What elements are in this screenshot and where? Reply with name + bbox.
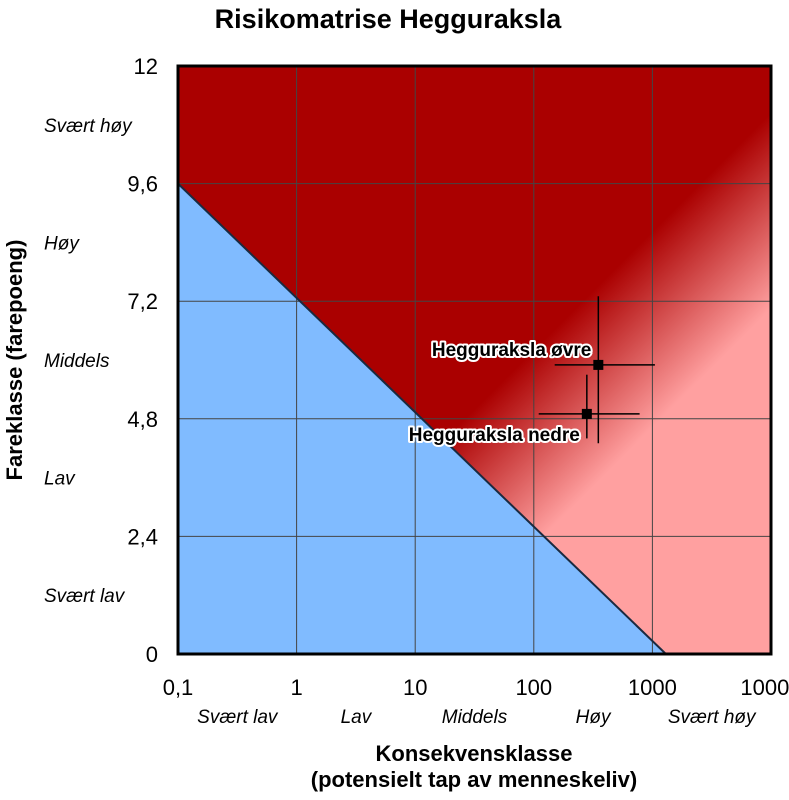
y-tick-label: 9,6 xyxy=(127,172,158,197)
data-point-label: Hegguraksla øvre xyxy=(432,340,591,361)
chart-title: Risikomatrise Hegguraksla xyxy=(215,4,563,34)
x-tick-label: 0,1 xyxy=(163,675,194,700)
plot-frame xyxy=(176,64,773,656)
x-tick-labels: 0,1 1 10 100 1000 10000 xyxy=(163,675,789,700)
data-point-label: Hegguraksla nedre xyxy=(409,425,580,446)
data-point-marker xyxy=(593,359,604,370)
y-category-label: Lav xyxy=(44,469,76,490)
x-axis-label-line2: (potensielt tap av menneskeliv) xyxy=(311,767,637,792)
y-category-label: Middels xyxy=(44,351,110,372)
y-tick-label: 4,8 xyxy=(127,407,158,432)
y-category-label: Svært lav xyxy=(44,586,126,607)
y-category-label: Svært høy xyxy=(44,116,133,137)
x-tick-label: 10 xyxy=(403,675,427,700)
y-axis-label: Fareklasse (farepoeng) xyxy=(2,240,27,481)
x-tick-label: 10000 xyxy=(740,675,789,700)
plot-area: Hegguraksla øvre Hegguraksla nedre xyxy=(176,64,773,656)
x-axis-label-line1: Konsekvensklasse xyxy=(376,741,573,766)
x-category-label: Middels xyxy=(442,707,508,728)
x-category-label: Lav xyxy=(341,707,373,728)
x-category-label: Svært lav xyxy=(197,707,279,728)
y-tick-label: 7,2 xyxy=(127,289,158,314)
x-tick-label: 1000 xyxy=(628,675,677,700)
x-tick-label: 100 xyxy=(515,675,552,700)
y-category-labels: Svært lav Lav Middels Høy Svært høy xyxy=(44,116,133,607)
x-tick-label: 1 xyxy=(290,675,302,700)
x-category-label: Høy xyxy=(576,707,612,728)
y-tick-label: 12 xyxy=(134,54,158,79)
grid-lines xyxy=(178,66,771,654)
zone-boundary-line xyxy=(177,182,667,655)
y-tick-label: 0 xyxy=(146,642,158,667)
y-category-label: Høy xyxy=(44,233,80,254)
data-point-marker xyxy=(581,408,592,419)
x-category-label: Svært høy xyxy=(668,707,757,728)
y-tick-labels: 0 2,4 4,8 7,2 9,6 12 xyxy=(127,54,158,667)
x-category-labels: Svært lav Lav Middels Høy Svært høy xyxy=(197,707,757,728)
data-points: Hegguraksla øvre Hegguraksla nedre xyxy=(407,296,655,448)
y-tick-label: 2,4 xyxy=(127,524,158,549)
